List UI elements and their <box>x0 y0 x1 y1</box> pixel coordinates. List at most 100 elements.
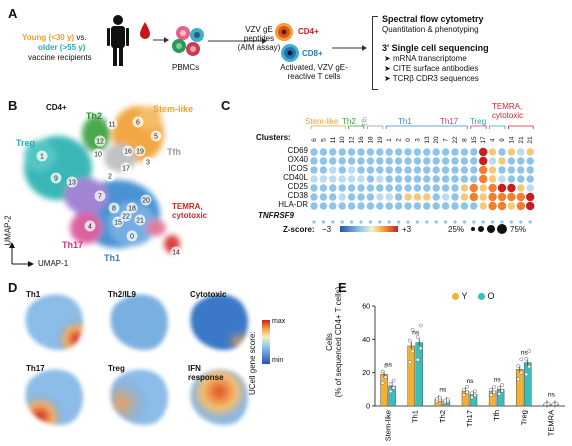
dot-marker <box>394 175 403 183</box>
marker-label: HLA-DR <box>278 200 308 209</box>
dot-marker <box>516 192 525 202</box>
dot-marker <box>488 201 497 211</box>
marker-label: CD25 <box>287 182 308 191</box>
dot-marker <box>472 220 476 224</box>
umap-cluster-marker: 8 <box>108 202 120 214</box>
dot-marker <box>451 148 459 156</box>
svg-text:3: 3 <box>146 160 150 167</box>
umap-cluster-marker: 2 <box>104 170 116 182</box>
ucell-title-ifn: IFN response <box>188 364 224 382</box>
flow-title: Spectral flow cytometry <box>382 14 484 24</box>
dot-marker <box>329 175 337 183</box>
dot-marker <box>516 201 525 211</box>
dot-marker <box>470 175 478 183</box>
cluster-number: 16 <box>358 136 365 144</box>
dot-marker <box>312 220 316 224</box>
data-point <box>410 349 415 354</box>
umap-cluster-marker: 1 <box>36 150 48 162</box>
legend-o-dot <box>478 293 485 301</box>
dot-marker <box>413 202 422 210</box>
legend-y-dot <box>452 293 459 301</box>
category-label: Th1 <box>411 410 420 423</box>
svg-text:13: 13 <box>68 180 76 187</box>
dot-marker <box>432 175 440 183</box>
category-label: Stem-like <box>384 410 393 441</box>
panel-c-label: C <box>221 98 231 113</box>
marker-label: CD38 <box>287 191 308 200</box>
cluster-number: 10 <box>339 136 346 144</box>
data-point <box>473 389 477 394</box>
dot-marker <box>338 157 346 165</box>
ucell-map-cytotoxic <box>190 294 249 351</box>
dot-marker <box>404 175 412 183</box>
svg-text:18: 18 <box>128 206 136 213</box>
svg-text:0: 0 <box>130 234 134 241</box>
cluster-number: 17 <box>480 136 487 144</box>
category-label: Tfh <box>492 410 501 421</box>
dot-marker <box>432 157 440 165</box>
dot-marker <box>441 148 450 156</box>
data-point <box>546 402 551 406</box>
umap-cluster-marker: 15 <box>112 216 124 228</box>
ucell-maps <box>25 294 249 426</box>
ucell-title-treg: Treg <box>108 364 125 373</box>
dot-marker <box>366 184 375 192</box>
data-point <box>473 393 477 398</box>
dot-marker <box>404 148 412 156</box>
umap-axes <box>11 246 30 265</box>
data-point <box>465 385 469 389</box>
bar <box>380 374 388 407</box>
dot-marker <box>526 201 535 211</box>
dot-marker <box>357 157 365 165</box>
svg-text:16: 16 <box>124 149 132 156</box>
data-point <box>407 360 412 365</box>
dot-marker <box>376 148 384 156</box>
older-label: older (>55 y) <box>38 43 86 52</box>
dot-marker <box>460 166 469 174</box>
umap-cluster-marker: 12 <box>94 135 106 147</box>
cluster-number: 12 <box>349 136 356 144</box>
data-point <box>527 349 532 353</box>
label-th17: Th17 <box>62 240 84 250</box>
dot-marker <box>479 174 488 184</box>
dot-marker <box>376 202 384 210</box>
umap-cluster-marker: 7 <box>94 190 106 202</box>
dot-plot: 6 5 11 10 12 16 18 19 1 2 0 3 13 20 7 22 8 15 17 4 9 14 21 21 <box>310 125 535 234</box>
cd8-cell-icon <box>281 44 299 62</box>
y-tick-label: 20 <box>362 370 370 377</box>
dot-marker <box>517 166 525 174</box>
dot-marker <box>329 157 337 165</box>
data-point <box>543 402 548 407</box>
significance-label: ns <box>548 391 556 398</box>
ucell-legend-title: UCell gene score: <box>248 331 257 395</box>
assay-line1: VZV gE <box>245 25 273 34</box>
dot-marker <box>526 192 535 202</box>
dot-marker <box>404 202 412 210</box>
svg-text:7: 7 <box>98 194 102 201</box>
dot-marker <box>451 166 459 174</box>
dot-marker <box>517 184 525 192</box>
dot-marker <box>469 192 478 202</box>
dot-marker <box>507 183 516 193</box>
dot-marker <box>321 220 325 224</box>
cluster-number: 20 <box>433 136 440 144</box>
data-point <box>489 387 493 392</box>
significance-label: ns <box>467 378 475 385</box>
svg-text:10: 10 <box>94 152 102 159</box>
dot-marker <box>385 184 393 192</box>
umap-cluster-marker: 14 <box>170 246 182 258</box>
dot-marker <box>507 166 516 174</box>
group-th2: Th2 <box>342 117 356 126</box>
y-tick-label: 40 <box>362 337 370 344</box>
dot-marker <box>451 184 459 192</box>
dot-marker <box>441 202 450 210</box>
svg-text:19: 19 <box>136 149 144 156</box>
group-th17: Th17 <box>440 117 459 126</box>
dot-marker <box>469 183 478 193</box>
ucell-title-cytotoxic: Cytotoxic <box>190 290 227 299</box>
dot-marker <box>347 175 356 183</box>
data-point <box>524 372 529 377</box>
cd4-label: CD4+ <box>298 27 319 36</box>
dot-marker <box>444 220 448 224</box>
svg-text:6: 6 <box>136 120 140 127</box>
